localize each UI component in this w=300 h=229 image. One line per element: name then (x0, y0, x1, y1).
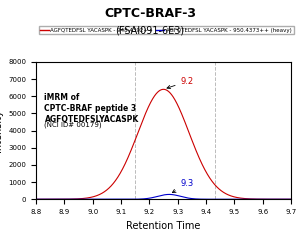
Text: 9.2: 9.2 (167, 77, 194, 89)
Text: iMRM of
CPTC-BRAF peptide 3
AGFQTEDFSLYACASPK: iMRM of CPTC-BRAF peptide 3 AGFQTEDFSLYA… (44, 93, 139, 124)
Text: CPTC-BRAF-3: CPTC-BRAF-3 (104, 7, 196, 20)
Y-axis label: Intensity: Intensity (0, 109, 3, 152)
Text: (NCI ID# 00179): (NCI ID# 00179) (44, 122, 102, 128)
X-axis label: Retention Time: Retention Time (126, 221, 201, 229)
Text: (FSAI091-6E3): (FSAI091-6E3) (116, 25, 184, 35)
Legend: AGFQTEDFSL YACASPK - 948.4392++, AGFQTEDFSL YACASPK - 950.4373++ (heavy): AGFQTEDFSL YACASPK - 948.4392++, AGFQTED… (39, 26, 293, 35)
Text: 9.3: 9.3 (172, 179, 194, 193)
